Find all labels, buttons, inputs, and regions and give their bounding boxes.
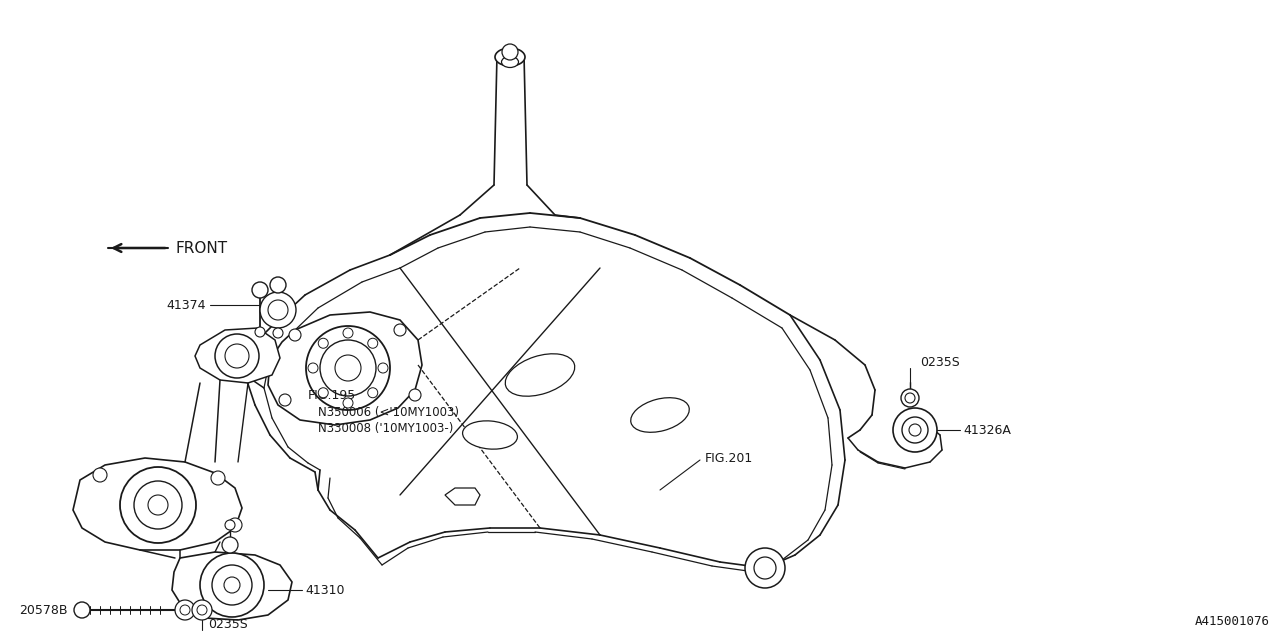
Circle shape: [212, 565, 252, 605]
Circle shape: [192, 600, 212, 620]
Circle shape: [228, 518, 242, 532]
Circle shape: [308, 363, 317, 373]
Ellipse shape: [495, 48, 525, 66]
Circle shape: [745, 548, 785, 588]
Circle shape: [211, 471, 225, 485]
Circle shape: [343, 398, 353, 408]
Polygon shape: [172, 552, 292, 620]
Text: 0235S: 0235S: [209, 618, 248, 632]
Circle shape: [200, 553, 264, 617]
Text: 0235S: 0235S: [920, 355, 960, 369]
Circle shape: [279, 394, 291, 406]
Circle shape: [335, 355, 361, 381]
Circle shape: [180, 605, 189, 615]
Circle shape: [175, 600, 195, 620]
Text: A415001076: A415001076: [1196, 615, 1270, 628]
Circle shape: [905, 393, 915, 403]
Circle shape: [134, 481, 182, 529]
Polygon shape: [445, 488, 480, 505]
Circle shape: [221, 537, 238, 553]
Circle shape: [197, 605, 207, 615]
Circle shape: [289, 329, 301, 341]
Circle shape: [410, 389, 421, 401]
Circle shape: [754, 557, 776, 579]
Circle shape: [378, 363, 388, 373]
Circle shape: [255, 327, 265, 337]
Circle shape: [367, 388, 378, 397]
Circle shape: [260, 292, 296, 328]
Text: N350006 (<'10MY1003): N350006 (<'10MY1003): [317, 406, 460, 419]
Circle shape: [902, 417, 928, 443]
Circle shape: [319, 388, 328, 397]
Ellipse shape: [502, 56, 518, 67]
Polygon shape: [268, 312, 422, 425]
Circle shape: [273, 328, 283, 338]
Circle shape: [306, 326, 390, 410]
Text: 41310: 41310: [305, 584, 344, 596]
Circle shape: [901, 389, 919, 407]
Text: FRONT: FRONT: [175, 241, 227, 255]
Ellipse shape: [631, 397, 689, 432]
Circle shape: [909, 424, 922, 436]
Text: FIG.201: FIG.201: [705, 451, 753, 465]
Circle shape: [225, 520, 236, 530]
Circle shape: [319, 339, 328, 348]
Text: 41326A: 41326A: [963, 424, 1011, 436]
Circle shape: [320, 340, 376, 396]
Circle shape: [148, 495, 168, 515]
Circle shape: [215, 334, 259, 378]
Text: N330008 ('10MY1003-): N330008 ('10MY1003-): [317, 422, 453, 435]
Text: FIG.195: FIG.195: [308, 388, 356, 401]
Ellipse shape: [462, 421, 517, 449]
Ellipse shape: [506, 354, 575, 396]
Circle shape: [367, 339, 378, 348]
Circle shape: [224, 577, 241, 593]
Text: 20578B: 20578B: [19, 604, 68, 616]
Circle shape: [252, 282, 268, 298]
Polygon shape: [195, 328, 280, 383]
Circle shape: [270, 277, 285, 293]
Polygon shape: [73, 458, 242, 550]
Text: 41374: 41374: [166, 298, 206, 312]
Circle shape: [343, 328, 353, 338]
Circle shape: [893, 408, 937, 452]
Circle shape: [394, 324, 406, 336]
Circle shape: [502, 44, 518, 60]
Circle shape: [93, 468, 108, 482]
Circle shape: [268, 300, 288, 320]
Circle shape: [225, 344, 250, 368]
Circle shape: [74, 602, 90, 618]
Circle shape: [120, 467, 196, 543]
